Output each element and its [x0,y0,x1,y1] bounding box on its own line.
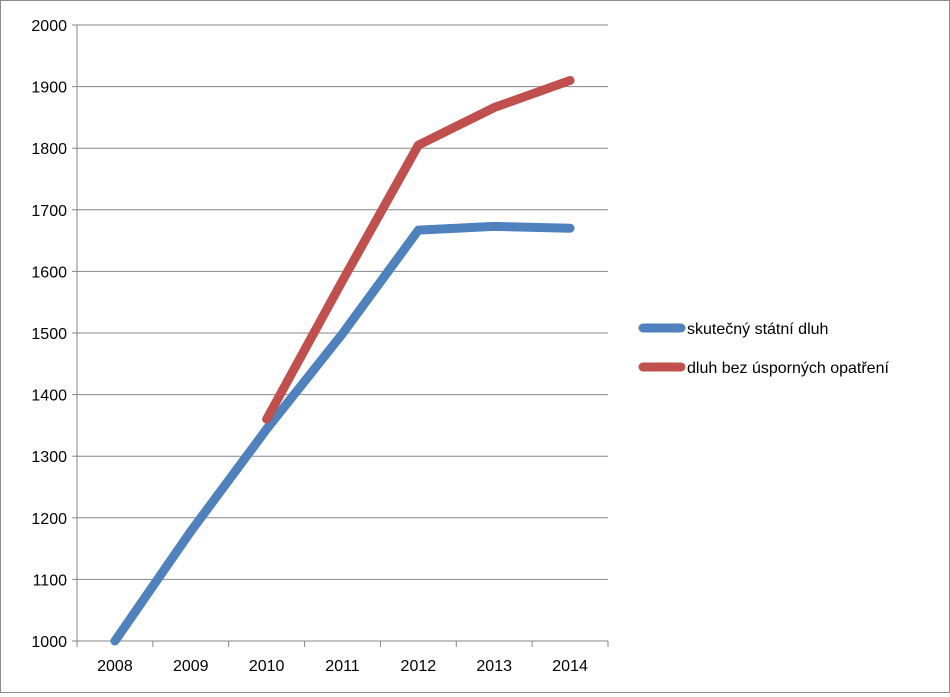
legend: skutečný státní dluh dluh bez úsporných o… [638,321,889,377]
x-tick-label: 2009 [173,658,209,675]
x-tick-label: 2011 [325,658,360,675]
x-tick-label: 2014 [552,658,588,675]
x-tick-label: 2008 [97,658,133,675]
series-line-1 [110,221,575,646]
x-tick-label: 2013 [476,658,512,675]
y-tick-labels: 1000 1100 1200 1300 1400 1500 1600 1700 1800 1900… [31,18,67,651]
y-tick-label: 1400 [31,388,67,405]
axes [72,24,609,647]
x-tick-label: 2010 [249,658,285,675]
series-line-2 [262,75,575,424]
y-tick-label: 1600 [31,264,67,281]
legend-label-1: skutečný státní dluh [687,321,828,338]
y-tick-label: 2000 [31,18,67,35]
legend-label-2: dluh bez úsporných opatření [687,360,889,377]
series-lines [110,75,575,646]
y-tick-label: 1200 [31,511,67,528]
y-tick-label: 1900 [31,80,67,97]
y-tick-label: 1500 [31,326,67,343]
x-tick-label: 2012 [401,658,437,675]
gridlines [77,24,608,580]
y-tick-label: 1000 [31,634,67,651]
y-tick-label: 1800 [31,141,67,158]
y-tick-label: 1100 [33,572,68,589]
x-tick-labels: 2008 2009 2010 2011 2012 2013 2014 [97,658,588,675]
y-tick-label: 1700 [31,203,67,220]
y-tick-label: 1300 [31,449,67,466]
